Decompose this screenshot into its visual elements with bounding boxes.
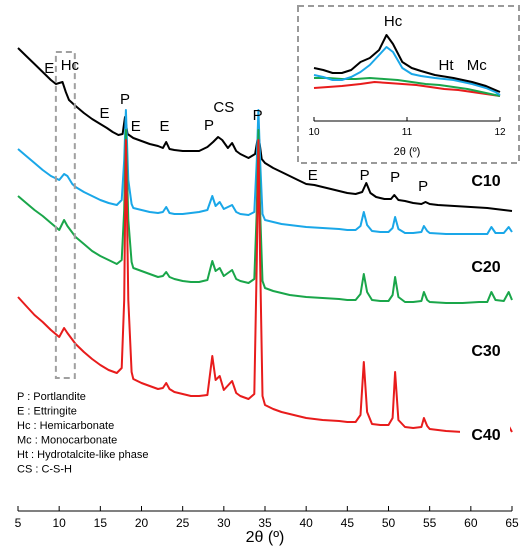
inset-series-c40-trace xyxy=(313,81,501,97)
peak-label-p: P xyxy=(204,117,214,134)
legend-entry: P : Portlandite xyxy=(17,391,86,403)
sample-label-backing xyxy=(460,423,510,447)
x-tick-label: 35 xyxy=(258,516,272,530)
inset-tick-layer: 10 11 12 xyxy=(308,117,506,138)
x-tick-label: 60 xyxy=(464,516,478,530)
inset-tick-label: 12 xyxy=(494,127,506,138)
peak-label-cs: CS xyxy=(213,99,234,116)
peak-label-e: E xyxy=(308,167,318,184)
inset-tick-label: 11 xyxy=(402,127,413,138)
x-tick-label: 10 xyxy=(52,516,66,530)
legend-entry: Ht : Hydrotalcite-like phase xyxy=(17,449,148,461)
inset-series-layer xyxy=(313,34,501,97)
series-c20-trace xyxy=(17,109,513,235)
x-tick-label: 45 xyxy=(341,516,355,530)
sample-label-backing xyxy=(460,339,510,363)
inset-zoom-plot: Hc Ht Mc 10 11 12 2θ (º) xyxy=(297,5,520,164)
hc-region-highlight-box xyxy=(54,51,76,379)
inset-x-axis-title: 2θ (º) xyxy=(394,146,421,158)
peak-label-p: P xyxy=(418,178,428,195)
legend-entry: CS : C-S-H xyxy=(17,464,72,476)
sample-label-c10: C10 xyxy=(471,173,500,190)
inset-peak-label-ht: Ht xyxy=(439,57,455,74)
sample-label-c20: C20 xyxy=(471,259,500,276)
series-c10-trace xyxy=(17,47,513,212)
peak-label-e: E xyxy=(160,118,170,135)
legend-entry: Hc : Hemicarbonate xyxy=(17,420,114,432)
peak-label-e: E xyxy=(44,60,54,77)
x-tick-label: 50 xyxy=(382,516,396,530)
x-axis-title: 2θ (º) xyxy=(246,529,285,546)
peak-label-p: P xyxy=(120,91,130,108)
x-tick-label: 65 xyxy=(505,516,519,530)
peak-label-hc: Hc xyxy=(61,57,80,74)
inset-series-c20-trace xyxy=(313,46,501,96)
series-c30-trace xyxy=(17,129,513,304)
inset-peak-label-mc: Mc xyxy=(467,57,487,74)
x-tick-label: 55 xyxy=(423,516,437,530)
sample-label-c40: C40 xyxy=(471,427,500,444)
x-tick-label: 5 xyxy=(15,516,22,530)
inset-peak-label-layer: Hc Ht Mc xyxy=(384,13,487,74)
peak-label-p: P xyxy=(390,169,400,186)
peak-label-p: P xyxy=(360,167,370,184)
legend-entry: Mc : Monocarbonate xyxy=(17,435,117,447)
sample-label-c30: C30 xyxy=(471,343,500,360)
x-tick-label: 30 xyxy=(217,516,231,530)
sample-label-backing xyxy=(460,169,510,193)
x-tick-label: 20 xyxy=(135,516,149,530)
phase-legend: P : Portlandite E : Ettringite Hc : Hemica… xyxy=(17,391,148,476)
inset-peak-label-hc: Hc xyxy=(384,13,403,30)
series-layer xyxy=(17,47,513,434)
series-c40-trace xyxy=(17,139,513,434)
sample-label-backing xyxy=(460,255,510,279)
x-tick-label: 25 xyxy=(176,516,190,530)
inset-series-c10-trace xyxy=(313,34,501,93)
sample-label-layer: C10 C20 C30 C40 xyxy=(460,169,510,447)
x-tick-layer: 5 10 15 20 25 30 35 40 45 50 55 60 65 xyxy=(15,506,519,530)
x-tick-label: 15 xyxy=(94,516,108,530)
inset-tick-label: 10 xyxy=(308,127,320,138)
x-tick-label: 40 xyxy=(299,516,313,530)
legend-entry: E : Ettringite xyxy=(17,406,77,418)
peak-label-e: E xyxy=(99,105,109,122)
peak-label-e: E xyxy=(131,118,141,135)
peak-label-p: P xyxy=(253,107,263,124)
